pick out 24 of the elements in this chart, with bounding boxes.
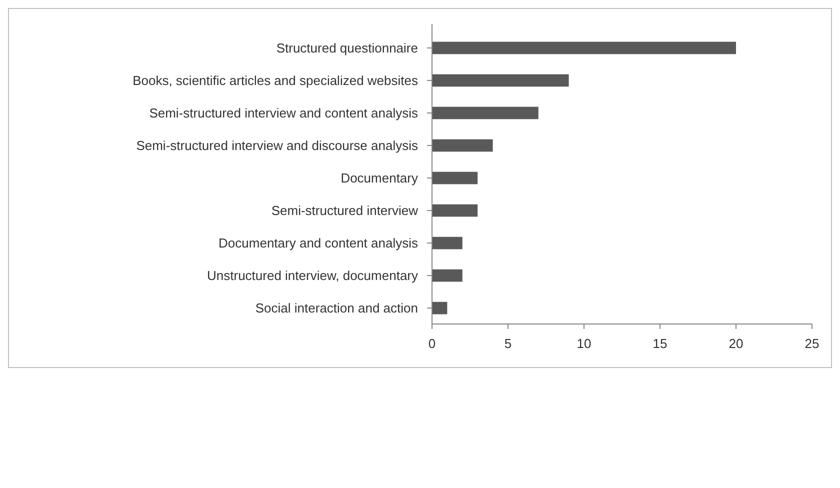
bar [432,139,493,152]
bar [432,106,538,120]
x-tick-label: 10 [576,336,592,351]
x-tick-label: 25 [804,336,820,351]
x-tick-label: 20 [728,336,744,351]
y-tick-label: Structured questionnaire [276,40,418,56]
x-tick-label: 0 [428,336,436,351]
y-tick-label: Unstructured interview, documentary [207,268,418,284]
bar [432,204,478,217]
bar [432,172,478,184]
bar [432,269,462,282]
y-tick-label: Books, scientific articles and specialized websites [132,73,418,88]
y-tick-label: Social interaction and action [255,300,418,316]
y-tick-label: Semi-structured interview and discourse analysis [136,138,418,154]
bar [432,236,462,250]
bar [432,74,569,87]
x-tick-label: 15 [652,336,668,351]
bar [432,42,736,54]
x-tick-label: 5 [504,336,512,351]
y-tick-label: Documentary and content analysis [218,236,418,251]
y-tick-label: Semi-structured interview [271,203,419,218]
y-tick-label: Documentary [340,170,418,186]
bar [432,302,448,314]
y-tick-label: Semi-structured interview and content analysis [149,106,418,121]
